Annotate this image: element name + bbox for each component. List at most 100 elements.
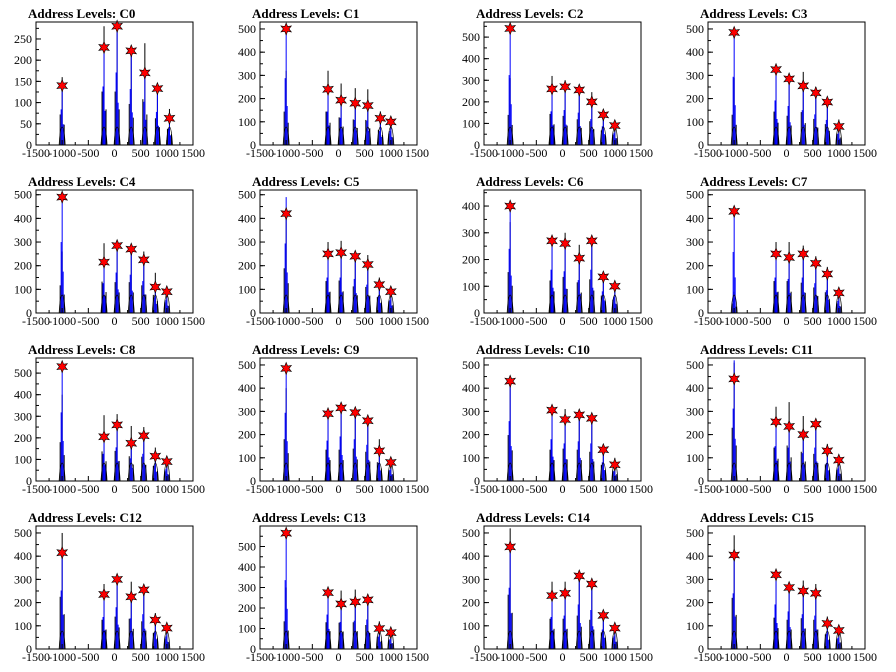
x-tick-label: 0: [560, 314, 566, 328]
panel-0: Address Levels: C0 0 50 100 150 200 250 -1500-1…: [14, 6, 205, 160]
peak-marker: [137, 252, 150, 267]
peak-base: [588, 294, 596, 314]
peak-base: [375, 462, 383, 482]
x-tick-label: -500: [77, 146, 99, 160]
peak-marker: [160, 621, 173, 635]
x-tick-label: -1500: [22, 650, 50, 664]
y-tick-label: 400: [14, 388, 32, 402]
peak-base: [127, 630, 135, 650]
y-tick-label: 0: [474, 306, 480, 320]
y-tick-label: 500: [238, 540, 256, 554]
peak-marker: [770, 414, 782, 429]
x-tick-label: -1000: [272, 146, 300, 160]
y-tick-label: 100: [14, 282, 32, 296]
y-tick-label: 300: [238, 404, 256, 418]
peak-marker: [783, 580, 796, 595]
peak-base: [151, 630, 159, 650]
peak-marker: [56, 78, 69, 93]
peak-base: [324, 126, 332, 146]
panel-title: Address Levels: C3: [700, 6, 808, 21]
x-tick-label: 500: [132, 482, 150, 496]
y-tick-label: 500: [686, 358, 704, 372]
y-tick-label: 200: [686, 428, 704, 442]
x-tick-label: -1500: [246, 650, 274, 664]
x-tick-label: -500: [77, 650, 99, 664]
peak-marker: [149, 449, 162, 464]
peak-base: [730, 630, 738, 650]
x-tick-label: 0: [784, 650, 790, 664]
x-tick-label: -500: [77, 314, 99, 328]
panel-1: Address Levels: C10100200300400500-1500-…: [238, 6, 429, 160]
panel-3: Address Levels: C30100200300400500-1500-…: [686, 6, 877, 160]
y-tick-label: 300: [14, 572, 32, 586]
peak-marker: [98, 40, 110, 55]
peak-base: [127, 462, 135, 482]
peak-base: [561, 294, 569, 314]
y-tick-label: 200: [238, 428, 256, 442]
y-tick-label: 200: [462, 95, 480, 109]
y-tick-label: 500: [686, 188, 704, 202]
peak-base: [351, 462, 359, 482]
peak-base: [799, 126, 807, 146]
y-tick-label: 100: [686, 619, 704, 633]
peak-base: [823, 630, 831, 650]
y-tick-label: 400: [686, 549, 704, 563]
x-tick-label: 0: [560, 482, 566, 496]
y-tick-label: 300: [686, 235, 704, 249]
y-tick-label: 0: [698, 474, 704, 488]
x-tick-label: -1000: [272, 650, 300, 664]
x-tick-label: 500: [580, 146, 598, 160]
peak-marker: [821, 267, 834, 281]
peak-marker: [573, 569, 586, 583]
peak-marker: [373, 621, 386, 636]
peak-marker: [770, 62, 782, 77]
peak-base: [548, 630, 556, 650]
peak-base: [127, 294, 135, 314]
peak-base: [113, 630, 121, 650]
y-tick-label: 300: [238, 235, 256, 249]
panel-14: Address Levels: C14 0 100 200 300 400 500 -1500…: [462, 510, 653, 664]
peak-base: [799, 462, 807, 482]
peak-base: [282, 462, 290, 482]
peak-marker: [125, 589, 138, 604]
peak-marker: [809, 586, 822, 601]
x-tick-label: 1500: [629, 314, 653, 328]
x-tick-label: 0: [784, 146, 790, 160]
peak-marker: [608, 279, 621, 294]
x-tick-label: 1000: [155, 146, 179, 160]
x-tick-label: 1000: [603, 482, 627, 496]
panel-4: Address Levels: C40100200300400500-1500-…: [14, 174, 205, 328]
x-tick-label: 500: [132, 650, 150, 664]
x-tick-label: 0: [560, 146, 566, 160]
peak-marker: [280, 526, 293, 540]
x-tick-label: 1000: [379, 146, 403, 160]
x-tick-label: 0: [112, 146, 118, 160]
peak-base: [785, 294, 793, 314]
peak-base: [561, 630, 569, 650]
x-tick-label: 1000: [155, 314, 179, 328]
peak-base: [100, 630, 108, 650]
peak-marker: [56, 545, 69, 560]
y-tick-label: 100: [462, 619, 480, 633]
peak-base: [282, 294, 290, 314]
peak-marker: [821, 95, 834, 109]
x-tick-label: -500: [301, 482, 323, 496]
y-tick-label: 50: [20, 117, 32, 131]
peak-marker: [797, 427, 810, 442]
peak-marker: [151, 81, 164, 96]
y-tick-label: 400: [238, 381, 256, 395]
y-tick-label: 200: [462, 428, 480, 442]
panel-title: Address Levels: C15: [700, 510, 814, 525]
y-tick-label: 200: [238, 601, 256, 615]
peak-marker: [160, 284, 173, 299]
y-tick-label: 300: [238, 68, 256, 82]
y-tick-label: 400: [686, 211, 704, 225]
peak-marker: [322, 406, 334, 421]
peak-base: [337, 462, 345, 482]
x-tick-label: 500: [356, 482, 374, 496]
peak-marker: [373, 277, 386, 292]
peak-marker: [349, 405, 362, 420]
x-tick-label: -1500: [470, 314, 498, 328]
x-tick-label: -500: [525, 650, 547, 664]
y-tick-label: 400: [14, 549, 32, 563]
